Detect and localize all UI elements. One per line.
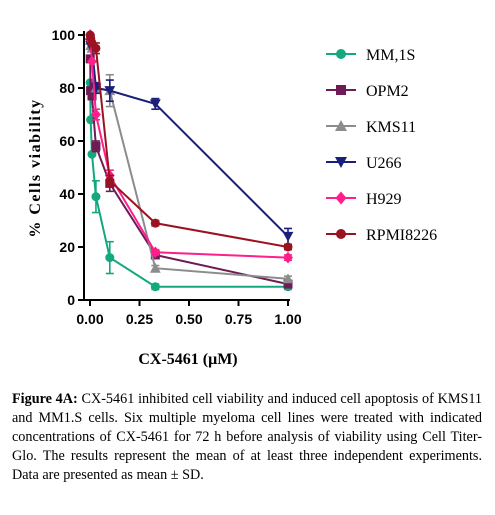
legend-label: H929 — [366, 191, 402, 208]
figure-caption: Figure 4A: CX-5461 inhibited cell viabil… — [12, 390, 482, 485]
data-point — [283, 242, 293, 252]
caption-text: CX-5461 inhibited cell viability and ind… — [12, 391, 482, 483]
legend-label: MM,1S — [366, 47, 415, 64]
y-axis-label: % Cells viability — [27, 98, 44, 237]
legend-label: OPM2 — [366, 83, 409, 100]
series-rpmi8226 — [85, 30, 293, 252]
y-tick-label: 0 — [67, 292, 75, 308]
data-point — [282, 273, 294, 284]
data-point — [105, 176, 115, 186]
x-tick-label: 0.25 — [126, 311, 153, 327]
series-mm-1s — [85, 78, 293, 292]
y-tick-label: 40 — [59, 186, 75, 202]
series-line — [89, 34, 289, 248]
y-tick-label: 60 — [59, 133, 75, 149]
data-point — [149, 262, 161, 273]
x-tick-label: 0.00 — [76, 311, 103, 327]
data-point — [91, 43, 101, 53]
legend-item: U266 — [326, 155, 402, 172]
series-line — [89, 42, 289, 238]
series-line — [89, 40, 289, 280]
legend-marker — [336, 85, 346, 95]
data-point — [150, 218, 160, 228]
series-layer — [84, 29, 294, 292]
y-tick-label: 20 — [59, 239, 75, 255]
legend-marker — [335, 157, 347, 168]
data-point — [282, 231, 294, 242]
data-point — [86, 86, 96, 96]
legend-item: H929 — [326, 191, 402, 208]
legend-item: KMS11 — [326, 119, 416, 136]
legend-marker — [336, 229, 346, 239]
legend-label: U266 — [366, 155, 402, 172]
data-point — [104, 86, 116, 97]
legend-marker — [335, 120, 347, 131]
data-point — [90, 108, 101, 121]
x-tick-label: 1.00 — [274, 311, 301, 327]
data-point — [87, 55, 97, 68]
legend-item: MM,1S — [326, 47, 415, 64]
data-point — [91, 141, 101, 151]
x-axis-label: CX-5461 (μM) — [138, 351, 237, 368]
x-tick-label: 0.50 — [175, 311, 202, 327]
legend-label: KMS11 — [366, 119, 416, 136]
legend-item: RPMI8226 — [326, 227, 437, 244]
y-tick-label: 100 — [52, 27, 76, 43]
data-point — [150, 282, 160, 292]
legend: MM,1S OPM2 KMS11 U266 H929 RPMI8226 — [326, 47, 437, 244]
series-kms11 — [84, 34, 294, 284]
data-point — [105, 253, 115, 263]
y-tick-label: 80 — [59, 80, 75, 96]
caption-label: Figure 4A: — [12, 391, 78, 407]
legend-label: RPMI8226 — [366, 227, 437, 244]
series-u266 — [84, 38, 294, 246]
series-line — [89, 34, 289, 259]
legend-item: OPM2 — [326, 83, 409, 100]
legend-marker — [335, 191, 347, 205]
data-point — [91, 192, 101, 202]
axes: 0 20 40 60 80 100 0.00 0.25 0.50 0.75 1.00 — [52, 27, 302, 327]
legend-marker — [336, 49, 346, 59]
data-point — [149, 99, 161, 110]
data-point — [283, 279, 293, 289]
data-point — [150, 246, 161, 259]
data-point — [283, 251, 293, 264]
viability-chart: 0 20 40 60 80 100 0.00 0.25 0.50 0.75 1.00 MM,1S OP… — [27, 27, 437, 368]
x-tick-label: 0.75 — [225, 311, 252, 327]
data-point — [87, 91, 97, 101]
